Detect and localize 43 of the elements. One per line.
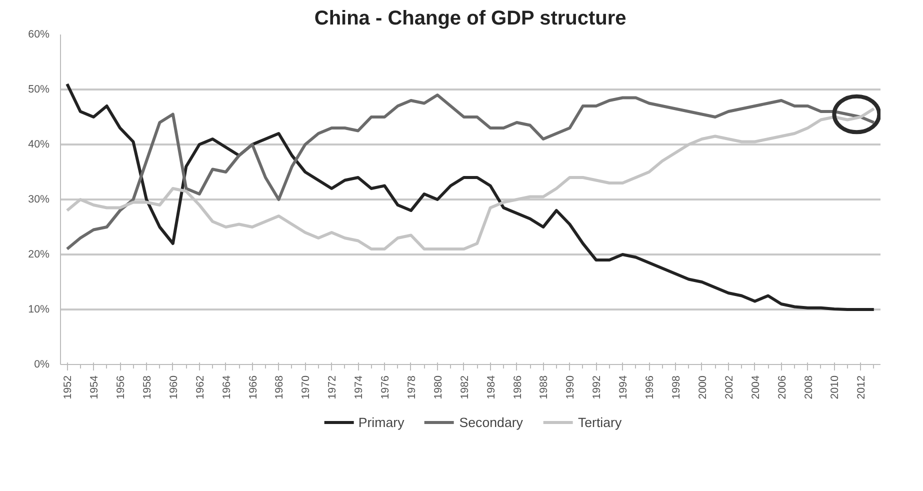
x-tick-label: 2010	[829, 375, 842, 400]
legend-label: Primary	[358, 414, 404, 430]
x-tick-label: 1970	[300, 375, 312, 400]
x-tick-label: 1962	[194, 375, 206, 400]
x-tick-label: 1968	[274, 375, 286, 400]
chart-title: China - Change of GDP structure	[314, 8, 626, 30]
x-tick-label: 1954	[88, 375, 101, 400]
x-tick-label: 1958	[141, 375, 154, 400]
x-tick-label: 1966	[247, 375, 260, 400]
x-tick-label: 1984	[485, 375, 498, 400]
x-tick-label: 1956	[115, 375, 128, 400]
x-tick-label: 2006	[776, 375, 788, 400]
y-tick-label: 10%	[28, 304, 50, 316]
x-tick-label: 1982	[458, 375, 471, 400]
x-tick-label: 1988	[538, 375, 550, 400]
x-tick-label: 1974	[353, 375, 366, 400]
x-tick-label: 1986	[512, 375, 524, 400]
x-tick-label: 1976	[380, 375, 392, 400]
x-tick-label: 1952	[62, 375, 74, 400]
y-tick-label: 50%	[28, 84, 50, 96]
legend-label: Secondary	[459, 414, 523, 430]
x-tick-label: 1992	[591, 375, 604, 400]
x-tick-label: 2012	[856, 375, 868, 400]
x-tick-label: 1990	[564, 375, 577, 400]
x-tick-label: 2002	[723, 375, 736, 400]
x-tick-label: 2000	[696, 375, 709, 400]
y-tick-label: 60%	[28, 28, 50, 40]
line-series	[66, 82, 876, 311]
x-tick-label: 1978	[406, 375, 418, 400]
x-tick-label: 1998	[670, 375, 682, 400]
x-tick-label: 2008	[802, 375, 815, 400]
y-tick-label: 30%	[28, 194, 50, 206]
x-tick-label: 1972	[326, 375, 339, 400]
legend-label: Tertiary	[578, 414, 622, 430]
y-tick-label: 20%	[28, 248, 50, 260]
x-tick-label: 1960	[168, 375, 180, 400]
x-tick-label: 1964	[220, 375, 233, 400]
x-tick-label: 2004	[750, 375, 762, 400]
y-tick-label: 40%	[28, 138, 50, 150]
x-tick-label: 1980	[432, 375, 444, 400]
x-tick-label: 1996	[644, 375, 656, 400]
x-tick-label: 1994	[618, 375, 630, 400]
y-tick-label: 0%	[34, 358, 50, 370]
